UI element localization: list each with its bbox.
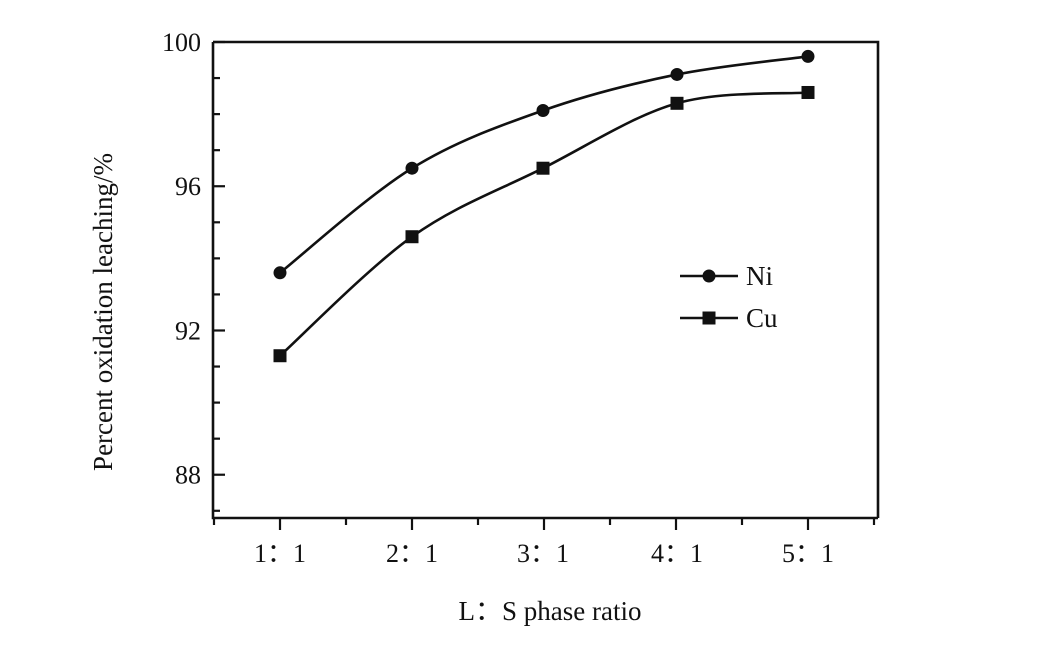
data-point-cu [536,161,550,175]
x-axis-ticks: 1：1 2：1 3：1 4：1 5：1 [212,518,876,568]
legend: Ni Cu [680,261,778,333]
data-point-ni [273,266,287,280]
series-cu [273,85,815,363]
x-tick-label: 4：1 [651,539,703,568]
data-point-cu [670,96,684,110]
x-tick-label: 2：1 [386,539,438,568]
legend-item-cu: Cu [680,303,778,333]
legend-item-ni: Ni [680,261,773,291]
plot-frame-top-right [213,40,880,518]
legend-marker-ni [702,269,716,283]
legend-label-cu: Cu [746,303,778,333]
y-tick-label: 100 [162,28,201,57]
data-point-ni [536,104,550,118]
data-point-ni [670,67,684,81]
y-axis-label: Percent oxidation leaching/% [88,153,118,471]
y-tick-label: 92 [175,316,201,345]
y-axis-ticks: 88 92 96 100 [162,28,225,512]
legend-label-ni: Ni [746,261,773,291]
x-tick-label: 3：1 [517,539,569,568]
y-tick-label: 88 [175,461,201,490]
x-axis-label: L：S phase ratio [459,596,642,626]
data-point-cu [405,230,419,244]
series-line-cu [279,91,809,357]
series-layer [273,49,815,363]
data-point-cu [801,85,815,99]
data-point-ni [405,161,419,175]
legend-marker-cu [702,311,716,325]
series-ni [273,49,815,280]
x-tick-label: 5：1 [782,539,834,568]
x-tick-label: 1：1 [254,539,306,568]
data-point-cu [273,349,287,363]
y-tick-label: 96 [175,172,201,201]
data-point-ni [801,49,815,63]
